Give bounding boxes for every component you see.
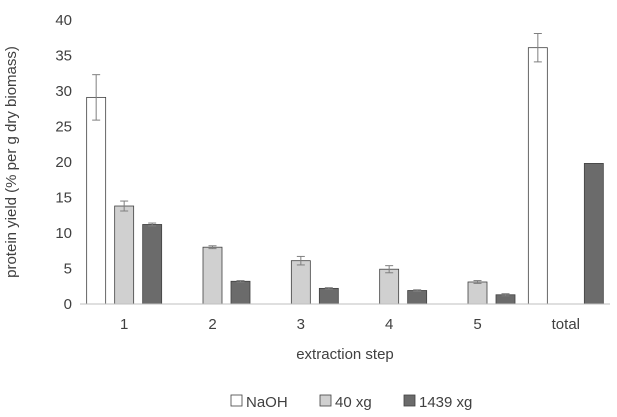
bar-naoh-total [527, 47, 548, 305]
legend-swatch-naoh [230, 394, 243, 407]
legend-label: NaOH [246, 394, 288, 411]
legend-swatch-1439-xg [403, 394, 416, 407]
bar-40-xg-3 [290, 260, 311, 305]
x-tick-label: 2 [208, 316, 216, 333]
y-tick-label: 10 [55, 225, 72, 242]
y-axis-title: protein yield (% per g dry biomass) [3, 46, 20, 278]
x-tick-label: 1 [120, 316, 128, 333]
legend: NaOH 40 xg 1439 xg [230, 394, 472, 411]
y-tick-label: 0 [64, 296, 72, 313]
bar-1439-xg-4 [407, 290, 428, 305]
x-axis-title: extraction step [296, 346, 394, 363]
bar-1439-xg-total [583, 163, 604, 305]
error-bars-group [92, 32, 542, 297]
bar-naoh-1 [86, 96, 107, 305]
x-tick-label: 3 [297, 316, 305, 333]
legend-label: 40 xg [335, 394, 372, 411]
y-tick-label: 20 [55, 154, 72, 171]
bars-group [86, 47, 604, 305]
legend-label: 1439 xg [419, 394, 472, 411]
bar-40-xg-2 [202, 246, 223, 305]
y-tick-label: 30 [55, 83, 72, 100]
x-tick-label: total [552, 316, 580, 333]
bar-40-xg-1 [114, 205, 135, 305]
bar-1439-xg-1 [142, 224, 163, 305]
legend-swatch-40-xg [319, 394, 332, 407]
y-tick-label: 5 [64, 261, 72, 278]
y-axis-ticks: 0 5 10 15 20 25 30 35 40 [55, 12, 72, 313]
y-tick-label: 15 [55, 190, 72, 207]
bar-40-xg-5 [467, 281, 488, 305]
x-tick-label: 5 [473, 316, 481, 333]
y-tick-label: 40 [55, 12, 72, 29]
bar-1439-xg-2 [230, 280, 251, 305]
bar-1439-xg-3 [318, 287, 339, 305]
y-tick-label: 35 [55, 48, 72, 65]
bar-40-xg-4 [379, 268, 400, 305]
x-tick-label: 4 [385, 316, 393, 333]
x-axis-ticks: 1 2 3 4 5 total [120, 316, 580, 333]
y-tick-label: 25 [55, 119, 72, 136]
